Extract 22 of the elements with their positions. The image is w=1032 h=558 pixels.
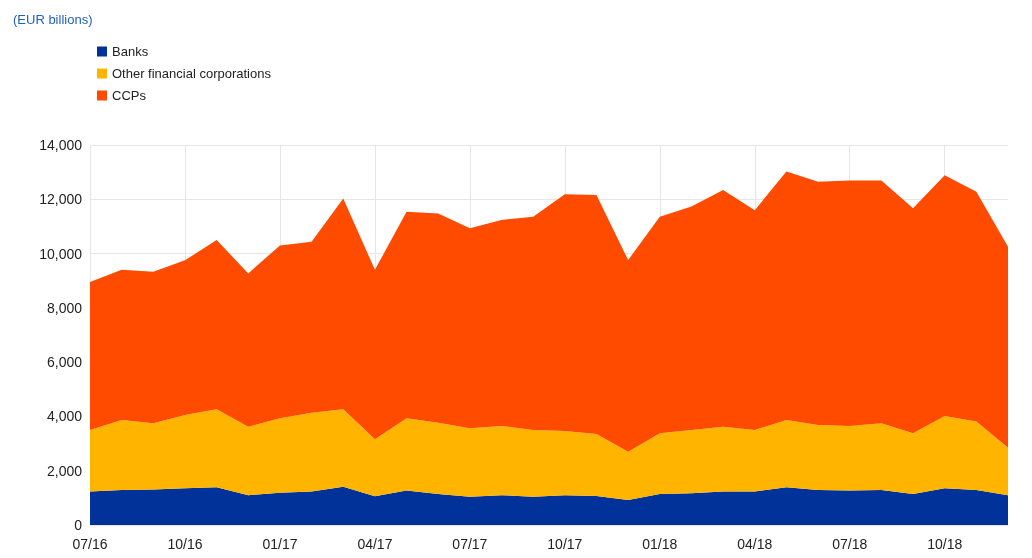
y-tick-label: 14,000 — [39, 137, 83, 153]
x-tick-label: 07/17 — [452, 536, 488, 552]
text: (EUR billions) — [13, 12, 93, 27]
x-tick-label: 10/16 — [167, 536, 203, 552]
x-tick-label: 10/18 — [927, 536, 963, 552]
y-tick-label: 0 — [74, 517, 83, 533]
y-tick-label: 8,000 — [46, 299, 83, 316]
y-tick-label: 4,000 — [46, 408, 83, 425]
x-tick-label: 04/18 — [737, 536, 773, 552]
x-tick-label: 04/17 — [357, 536, 393, 552]
legend-label: CCPs — [112, 88, 147, 103]
y-tick-label: 12,000 — [39, 191, 83, 208]
legend-label: Other financial corporations — [112, 66, 272, 81]
x-tick-label: 10/17 — [547, 536, 583, 552]
x-tick-label: 01/17 — [262, 536, 298, 552]
x-tick-label: 07/16 — [72, 536, 108, 552]
x-tick-label: 07/18 — [832, 536, 868, 552]
y-tick-label: 10,000 — [39, 245, 83, 262]
x-tick-label: 01/18 — [642, 536, 678, 552]
legend-label: Banks — [112, 44, 149, 59]
y-tick-label: 6,000 — [46, 354, 83, 371]
y-tick-label: 2,000 — [46, 462, 83, 479]
